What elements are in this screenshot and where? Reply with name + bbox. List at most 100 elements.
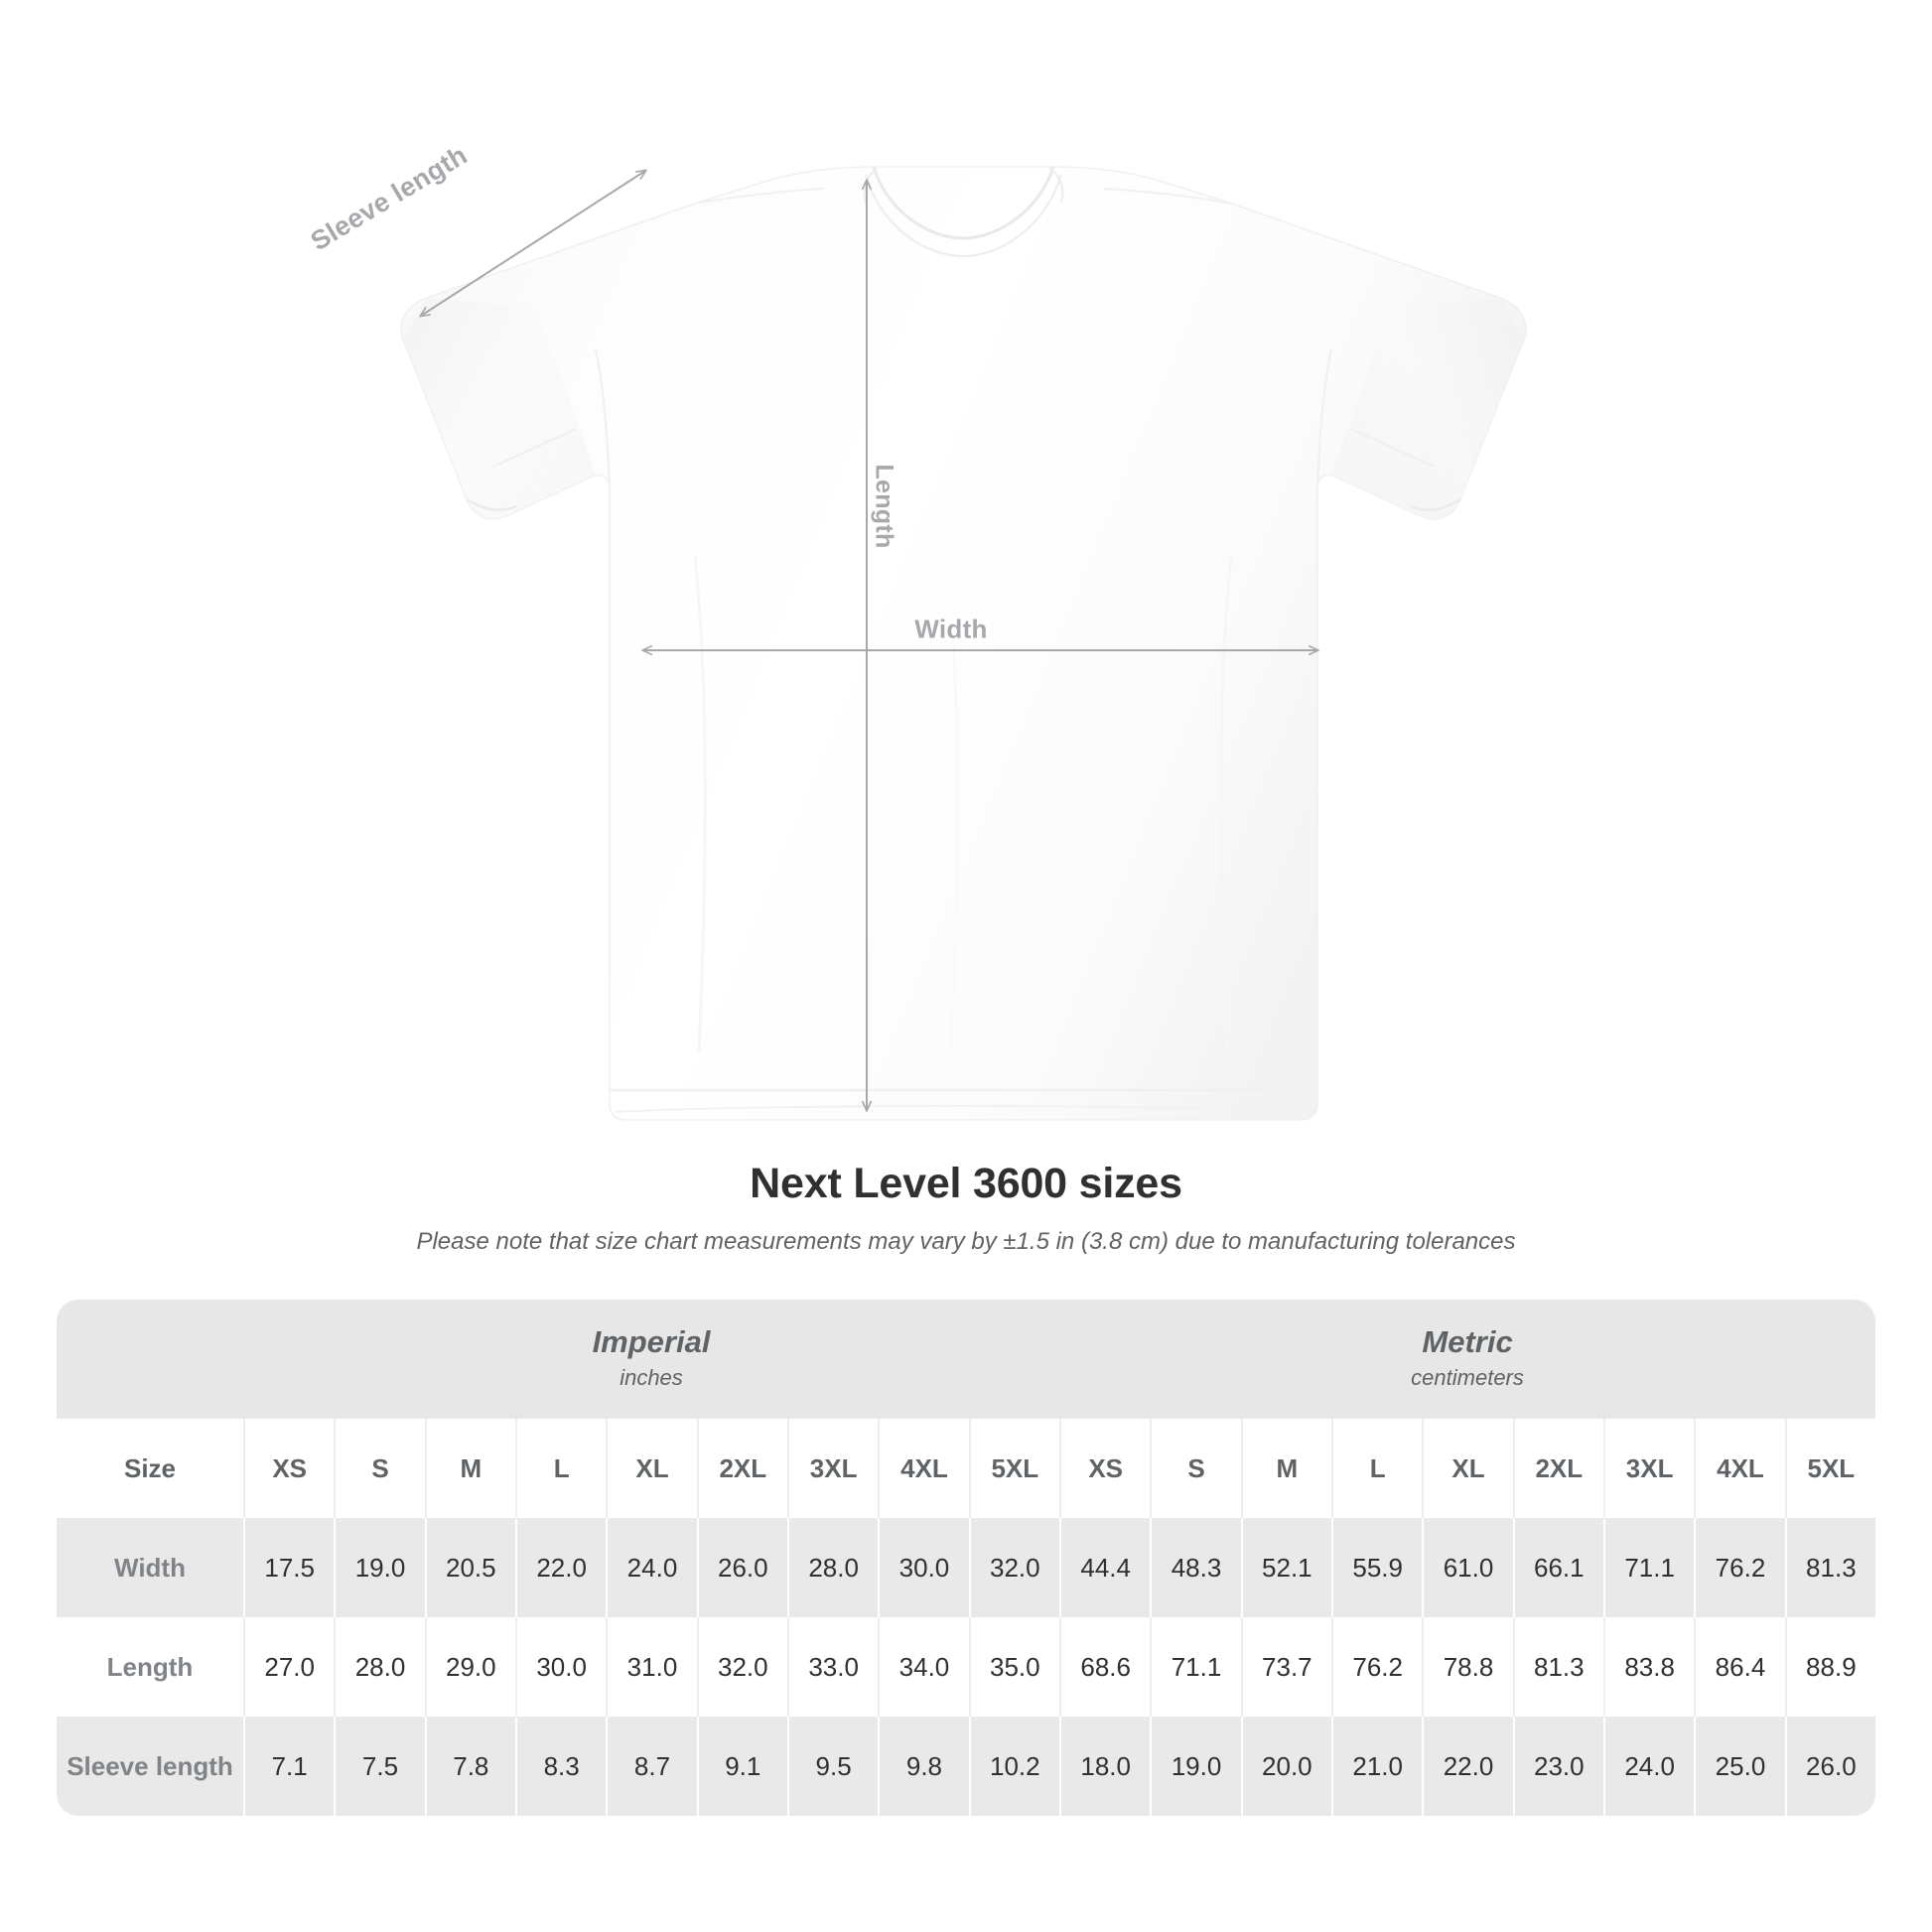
measurement-cell: 30.0 bbox=[878, 1518, 969, 1617]
measurement-value: 78.8 bbox=[1443, 1651, 1494, 1682]
measurement-cell: 48.3 bbox=[1150, 1518, 1241, 1617]
measurement-value: 88.9 bbox=[1806, 1651, 1857, 1682]
size-label: XS bbox=[1088, 1452, 1124, 1483]
measurement-cell: 32.0 bbox=[968, 1518, 1060, 1617]
measurement-value: 21.0 bbox=[1352, 1750, 1403, 1781]
measurement-value: 28.0 bbox=[354, 1651, 406, 1682]
measurement-value: 20.5 bbox=[446, 1552, 496, 1583]
measurement-cell: 25.0 bbox=[1694, 1717, 1785, 1816]
tolerance-note: Please note that size chart measurements… bbox=[416, 1228, 1516, 1255]
measurement-value: 7.5 bbox=[361, 1750, 399, 1781]
measurement-value: 76.2 bbox=[1352, 1651, 1403, 1682]
size-label: S bbox=[1187, 1452, 1205, 1483]
measurement-value: 8.7 bbox=[633, 1750, 671, 1781]
measurement-cell: 78.8 bbox=[1422, 1617, 1513, 1717]
measurement-value: 32.0 bbox=[990, 1552, 1040, 1583]
measurement-cell: 10.2 bbox=[968, 1717, 1060, 1816]
measurement-cell: 7.8 bbox=[424, 1717, 515, 1816]
measurement-value: 10.2 bbox=[990, 1750, 1040, 1781]
table-row: Sleeve length 7.1 7.5 7.8 8.3 8.7 9.1 9.5 9.8 10.… bbox=[57, 1717, 1876, 1816]
size-chart-table: Imperial inches Metric centimeters Size … bbox=[57, 1300, 1876, 1816]
measurement-cell: 21.0 bbox=[1331, 1717, 1423, 1816]
size-header-cell: 2XL bbox=[696, 1419, 787, 1518]
size-header-cell: 2XL bbox=[1512, 1419, 1603, 1518]
measurement-cell: 31.0 bbox=[606, 1617, 697, 1717]
measurement-cell: 8.7 bbox=[606, 1717, 697, 1816]
tshirt-figure bbox=[400, 166, 1527, 1121]
measurement-cell: 44.4 bbox=[1059, 1518, 1151, 1617]
measurement-cell: 88.9 bbox=[1784, 1617, 1876, 1717]
measurement-cell: 28.0 bbox=[334, 1617, 425, 1717]
size-header-cell: 5XL bbox=[968, 1419, 1060, 1518]
measurement-value: 52.1 bbox=[1262, 1552, 1312, 1583]
size-label: M bbox=[1276, 1452, 1299, 1483]
size-header-cell: XS bbox=[243, 1419, 335, 1518]
measurement-cell: 26.0 bbox=[1784, 1717, 1876, 1816]
size-header-cell: XL bbox=[1422, 1419, 1513, 1518]
unit-sub-metric: centimeters bbox=[1411, 1365, 1524, 1391]
measurement-cell: 71.1 bbox=[1602, 1518, 1695, 1617]
measurement-value: 7.1 bbox=[271, 1750, 308, 1781]
measurement-value: 73.7 bbox=[1262, 1651, 1312, 1682]
measurement-cell: 20.5 bbox=[424, 1518, 515, 1617]
measurement-cell: 9.5 bbox=[786, 1717, 879, 1816]
measurement-cell: 52.1 bbox=[1240, 1518, 1331, 1617]
unit-name-imperial: Imperial bbox=[592, 1324, 711, 1360]
measurement-value: 26.0 bbox=[1806, 1750, 1857, 1781]
measurement-cell: 29.0 bbox=[424, 1617, 515, 1717]
measurement-value: 29.0 bbox=[446, 1651, 496, 1682]
measurement-cell: 20.0 bbox=[1240, 1717, 1331, 1816]
size-label: L bbox=[553, 1452, 570, 1483]
measurement-cell: 22.0 bbox=[1422, 1717, 1513, 1816]
measurement-cell: 81.3 bbox=[1512, 1617, 1603, 1717]
measurement-value: 31.0 bbox=[626, 1651, 678, 1682]
measurement-cell: 7.1 bbox=[243, 1717, 335, 1816]
measurement-value: 33.0 bbox=[808, 1651, 859, 1682]
size-header-cell: 4XL bbox=[1694, 1419, 1785, 1518]
measurement-cell: 30.0 bbox=[514, 1617, 607, 1717]
size-header-cell: 5XL bbox=[1784, 1419, 1876, 1518]
measurement-cell: 33.0 bbox=[786, 1617, 879, 1717]
size-label: 2XL bbox=[719, 1452, 767, 1483]
measurement-cell: 34.0 bbox=[878, 1617, 969, 1717]
size-header-row: Size XS S M L XL 2XL 3XL 4XL 5XL XS S M L XL 2XL 3XL 4XL… bbox=[57, 1419, 1876, 1518]
measurement-cell: 73.7 bbox=[1240, 1617, 1331, 1717]
size-label: 5XL bbox=[1807, 1452, 1856, 1483]
size-header-cell: XL bbox=[606, 1419, 697, 1518]
row-label: Sleeve length bbox=[67, 1750, 233, 1781]
measurement-value: 9.1 bbox=[725, 1750, 761, 1781]
row-header-cell: Sleeve length bbox=[57, 1717, 243, 1816]
size-label: XL bbox=[635, 1452, 669, 1483]
size-label: 4XL bbox=[1717, 1452, 1764, 1483]
measurement-value: 48.3 bbox=[1171, 1552, 1222, 1583]
measurement-cell: 66.1 bbox=[1512, 1518, 1603, 1617]
measurement-cell: 18.0 bbox=[1059, 1717, 1151, 1816]
size-header-cell: L bbox=[514, 1419, 607, 1518]
length-annotation-label: Length bbox=[870, 464, 898, 549]
size-label: M bbox=[460, 1452, 483, 1483]
title-block: Next Level 3600 sizes Please note that s… bbox=[0, 1160, 1932, 1256]
measurement-value: 26.0 bbox=[718, 1552, 768, 1583]
row-header-cell: Length bbox=[57, 1617, 243, 1717]
size-header-cell: M bbox=[1240, 1419, 1331, 1518]
measurement-cell: 83.8 bbox=[1602, 1617, 1695, 1717]
sleeve-length-arrow bbox=[421, 171, 645, 316]
measurement-value: 83.8 bbox=[1624, 1651, 1675, 1682]
measurement-cell: 8.3 bbox=[514, 1717, 607, 1816]
size-label: S bbox=[371, 1452, 389, 1483]
measurement-cell: 19.0 bbox=[1150, 1717, 1241, 1816]
measurement-value: 81.3 bbox=[1534, 1651, 1585, 1682]
size-header-cell: XS bbox=[1059, 1419, 1151, 1518]
size-header-cell: M bbox=[424, 1419, 515, 1518]
measurement-value: 20.0 bbox=[1262, 1750, 1312, 1781]
measurement-cell: 17.5 bbox=[243, 1518, 335, 1617]
size-header-cell: 3XL bbox=[1602, 1419, 1695, 1518]
page-title: Next Level 3600 sizes bbox=[750, 1160, 1182, 1207]
measurement-value: 68.6 bbox=[1080, 1651, 1131, 1682]
measurement-value: 7.8 bbox=[453, 1750, 489, 1781]
measurement-value: 30.0 bbox=[898, 1552, 950, 1583]
table-row: Width 17.5 19.0 20.5 22.0 24.0 26.0 28.0 30.0 32.… bbox=[57, 1518, 1876, 1617]
measurement-value: 86.4 bbox=[1715, 1651, 1766, 1682]
size-header-cell: S bbox=[1150, 1419, 1241, 1518]
